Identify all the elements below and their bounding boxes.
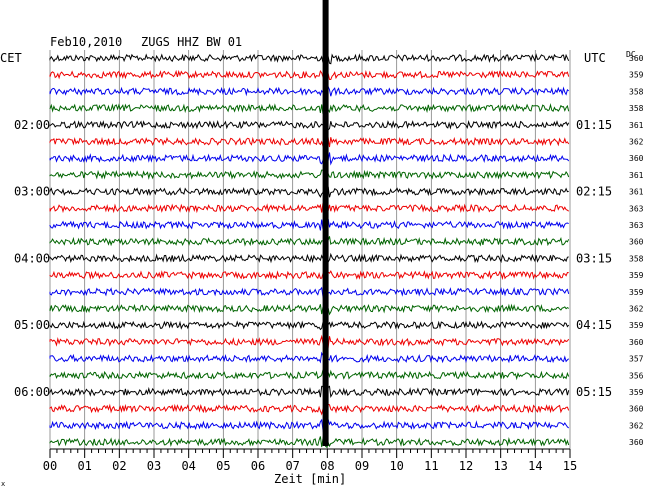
x-tick-label-02: 02 (112, 459, 126, 473)
x-tick-label-04: 04 (181, 459, 195, 473)
dc-offset-10: 363 (629, 204, 644, 213)
dc-offset-15: 359 (629, 288, 644, 297)
trace-group (49, 51, 570, 449)
x-tick-label-12: 12 (459, 459, 473, 473)
dc-offset-14: 359 (629, 271, 644, 280)
dc-header-label: DC (626, 50, 636, 59)
trace-23 (49, 417, 570, 433)
trace-16 (49, 303, 569, 316)
trace-8 (49, 169, 570, 180)
x-axis: 00 01 02 03 04 05 06 07 08 09 10 11 12 13 14 15 (43, 448, 577, 473)
x-tick-label-14: 14 (528, 459, 542, 473)
x-tick-label-10: 10 (389, 459, 403, 473)
x-tick-label-13: 13 (493, 459, 507, 473)
trace-21 (49, 385, 570, 399)
x-tick-label-06: 06 (251, 459, 265, 473)
dc-offset-22: 360 (629, 405, 644, 414)
trace-24 (49, 436, 570, 449)
x-tick-label-11: 11 (424, 459, 438, 473)
trace-9 (49, 186, 569, 198)
right-time-label-1: 01:15 (576, 118, 612, 132)
left-time-label-2: 03:00 (14, 185, 50, 199)
dc-offset-5: 361 (629, 121, 644, 130)
trace-1 (49, 51, 570, 65)
dc-offset-12: 360 (629, 238, 644, 247)
date-label: Feb10,2010 (50, 35, 122, 49)
trace-22 (49, 403, 570, 416)
station-label: ZUGS HHZ BW 01 (141, 35, 242, 49)
x-tick-label-09: 09 (355, 459, 369, 473)
dc-offset-16: 362 (629, 305, 644, 314)
corner-mark: x (1, 480, 5, 488)
left-time-label-1: 02:00 (14, 118, 50, 132)
x-tick-label-03: 03 (147, 459, 161, 473)
dc-offset-9: 361 (629, 188, 644, 197)
dc-offset-18: 360 (629, 338, 644, 347)
trace-11 (49, 219, 569, 232)
trace-7 (49, 152, 570, 166)
left-time-label-3: 04:00 (14, 251, 50, 265)
x-tick-label-08: 08 (320, 459, 334, 473)
x-tick-label-07: 07 (285, 459, 299, 473)
trace-6 (49, 136, 570, 149)
x-tick-label-00: 00 (43, 459, 57, 473)
right-timezone-label: UTC (584, 51, 606, 65)
trace-3 (49, 85, 570, 97)
dc-offset-19: 357 (629, 355, 644, 364)
dc-offset-20: 356 (629, 371, 644, 380)
left-time-label-4: 05:00 (14, 318, 50, 332)
dc-offset-2: 359 (629, 71, 644, 80)
left-time-label-5: 06:00 (14, 385, 50, 399)
event-marker (322, 0, 329, 446)
event-spike (322, 0, 329, 446)
left-timezone-label: CET (0, 51, 22, 65)
trace-18 (49, 334, 570, 349)
trace-20 (49, 368, 570, 381)
dc-offset-24: 360 (629, 438, 644, 447)
dc-offset-8: 361 (629, 171, 644, 180)
x-tick-label-05: 05 (216, 459, 230, 473)
right-time-label-4: 04:15 (576, 318, 612, 332)
dc-offset-17: 359 (629, 321, 644, 330)
x-axis-title: Zeit [min] (274, 472, 346, 486)
trace-10 (49, 202, 570, 214)
trace-2 (49, 69, 570, 82)
right-time-labels: 01:15 02:15 03:15 04:15 05:15 (576, 118, 612, 399)
trace-15 (49, 286, 570, 299)
trace-14 (49, 268, 569, 281)
dc-offset-11: 363 (629, 221, 644, 230)
trace-5 (49, 119, 570, 131)
dc-offset-6: 362 (629, 138, 644, 147)
dc-offset-13: 358 (629, 254, 644, 263)
x-tick-label-15: 15 (563, 459, 577, 473)
trace-19 (49, 351, 570, 364)
left-time-labels: 02:00 03:00 04:00 05:00 06:00 (14, 118, 50, 399)
x-tick-label-01: 01 (77, 459, 91, 473)
dc-offset-4: 358 (629, 104, 644, 113)
dc-offset-1: 360 (629, 54, 644, 63)
trace-17 (49, 318, 570, 331)
right-time-label-3: 03:15 (576, 251, 612, 265)
trace-4 (49, 102, 570, 115)
right-time-label-2: 02:15 (576, 185, 612, 199)
dc-offset-23: 362 (629, 421, 644, 430)
right-time-label-5: 05:15 (576, 385, 612, 399)
dc-offset-labels: 360 359 358 358 361 362 360 361 361 363 363 360 358 3… (629, 54, 644, 447)
trace-13 (49, 252, 569, 265)
dc-offset-3: 358 (629, 87, 644, 96)
grid-lines (49, 50, 571, 449)
trace-12 (49, 236, 570, 247)
dc-offset-21: 359 (629, 388, 644, 397)
dc-offset-7: 360 (629, 154, 644, 163)
